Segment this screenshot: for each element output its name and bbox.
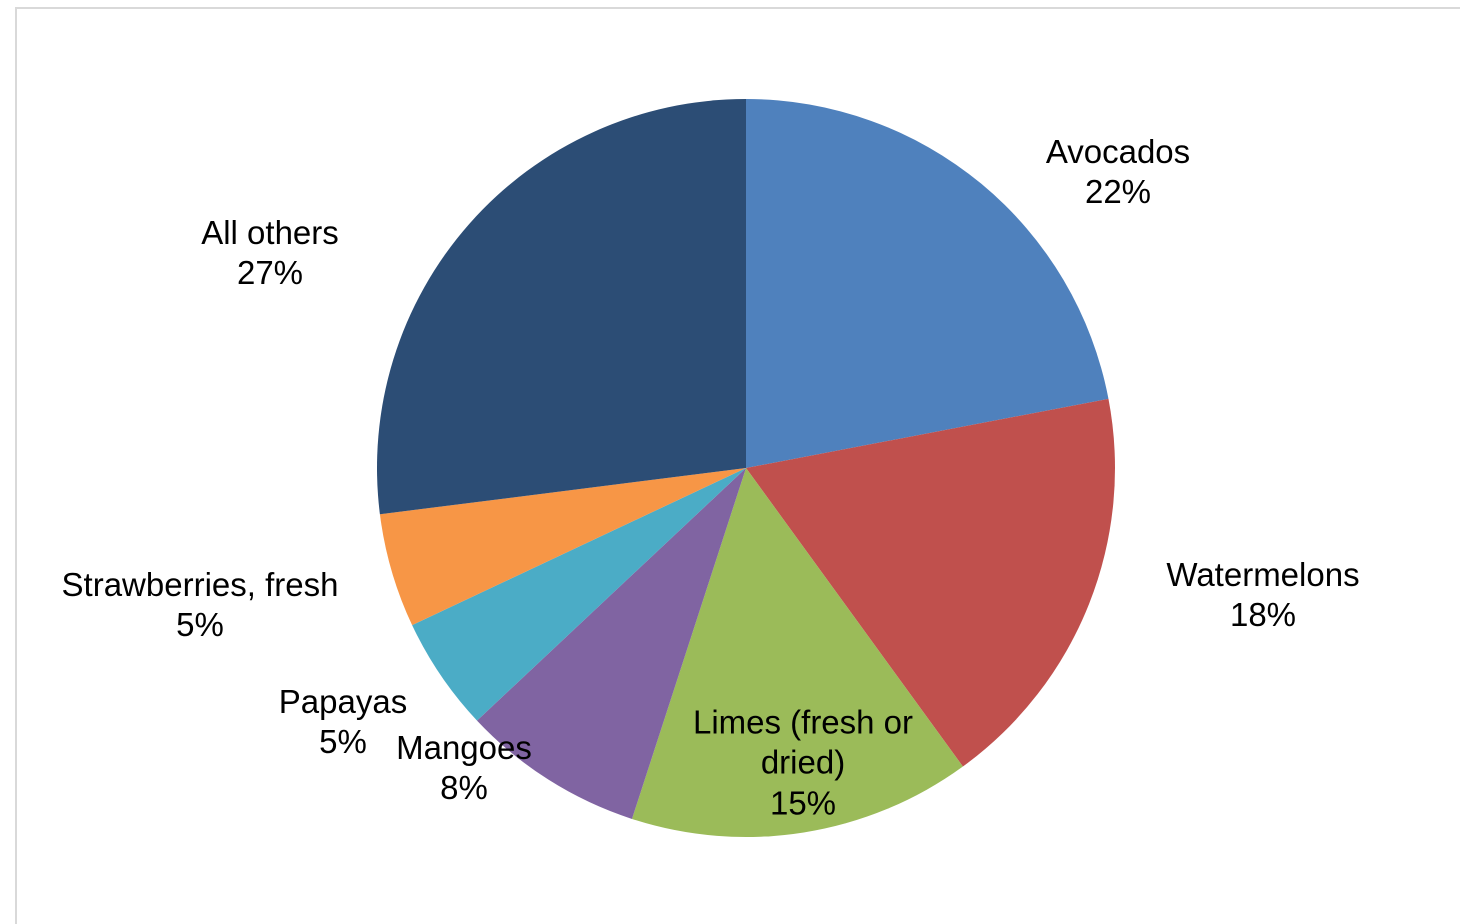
slice-label: Mangoes 8% bbox=[354, 728, 574, 809]
value-label: 15% bbox=[769, 784, 837, 822]
pie-slice bbox=[412, 468, 746, 721]
pie-slice bbox=[746, 398, 1115, 767]
slice-label: Limes (fresh or dried) 15% bbox=[678, 703, 928, 824]
value-label: 18% bbox=[1229, 596, 1297, 633]
category-label: Limes (fresh or dried) bbox=[692, 703, 914, 781]
pie-slice bbox=[631, 468, 963, 837]
category-label: Avocados bbox=[1045, 132, 1191, 170]
pie-slice bbox=[377, 99, 746, 515]
value-label: 5% bbox=[319, 723, 367, 760]
value-label: 5% bbox=[176, 606, 224, 643]
pie-slice bbox=[746, 99, 1109, 468]
category-label: All others bbox=[201, 213, 339, 251]
chart-frame bbox=[15, 7, 1460, 924]
value-label: 27% bbox=[236, 254, 304, 291]
category-label: Mangoes bbox=[396, 728, 532, 766]
value-label: 8% bbox=[440, 769, 488, 806]
slice-label: Papayas 5% bbox=[243, 682, 443, 763]
value-label: 22% bbox=[1084, 173, 1152, 210]
category-label: Strawberries, fresh bbox=[61, 565, 339, 603]
category-label: Papayas bbox=[278, 682, 408, 720]
slice-label: All others 27% bbox=[150, 213, 390, 294]
category-label: Watermelons bbox=[1166, 555, 1360, 593]
pie-slice bbox=[379, 468, 746, 626]
pie-slice bbox=[477, 468, 746, 819]
slice-label: Avocados 22% bbox=[988, 132, 1248, 213]
slice-label: Strawberries, fresh 5% bbox=[60, 565, 340, 646]
slice-label: Watermelons 18% bbox=[1113, 555, 1413, 636]
